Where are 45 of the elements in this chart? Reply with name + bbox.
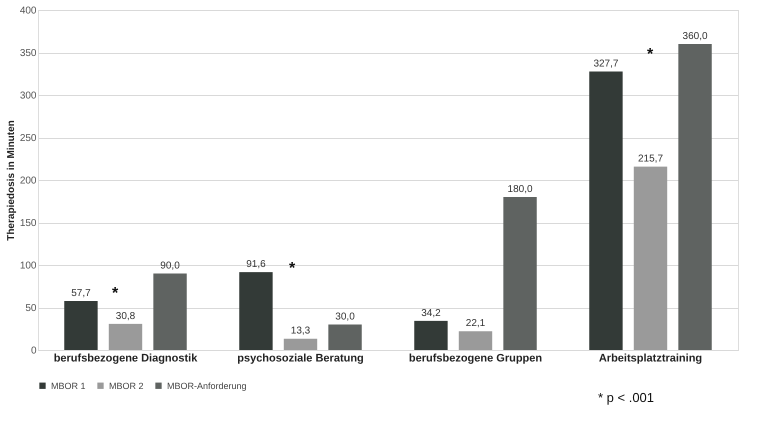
bar	[108, 324, 142, 350]
x-tick-label: berufsbezogene Diagnostik	[54, 352, 198, 364]
data-label: 30,8	[116, 310, 136, 322]
y-tick-label: 250	[20, 133, 37, 144]
y-tick-label: 100	[20, 260, 37, 272]
data-label: 30,0	[335, 312, 356, 322]
bar	[634, 166, 668, 350]
data-label: 215,7	[638, 154, 664, 165]
x-tick-label: psychosoziale Beratung	[237, 352, 364, 364]
bar	[328, 324, 362, 350]
bar	[239, 272, 273, 350]
legend-label: MBOR-Anforderung	[167, 380, 247, 391]
x-tick-label: berufsbezogene Gruppen	[408, 352, 542, 364]
y-tick-label: 200	[20, 176, 37, 186]
y-axis-title: Therapiedosis in Minuten	[6, 120, 17, 241]
legend-label: MBOR 1	[51, 380, 86, 391]
y-tick-label: 0	[30, 346, 37, 356]
data-label: 34,2	[421, 308, 442, 319]
data-label: 90,0	[160, 260, 180, 272]
bar	[64, 300, 98, 350]
bar	[678, 44, 712, 350]
bar	[458, 331, 492, 350]
annotation: *	[112, 285, 119, 302]
bar	[589, 71, 623, 350]
bar	[503, 197, 537, 350]
data-label: 22,1	[466, 318, 486, 330]
text: * p < .001	[598, 390, 654, 405]
y-tick-label: 150	[20, 218, 37, 229]
y-tick-label: 50	[25, 303, 37, 314]
data-label: 360,0	[682, 31, 708, 42]
legend-label: MBOR 2	[109, 380, 144, 391]
y-tick-label: 300	[20, 90, 37, 102]
annotation: *	[647, 46, 654, 63]
data-label: 57,7	[71, 288, 92, 299]
annotation: *	[289, 260, 296, 277]
x-tick-label: Arbeitsplatztraining	[598, 352, 702, 364]
data-label: 180,0	[508, 184, 533, 195]
bar	[153, 274, 187, 350]
data-label: 91,6	[246, 259, 266, 270]
bar	[414, 320, 448, 350]
y-tick-label: 400	[20, 6, 37, 16]
bar	[284, 338, 318, 350]
data-label: 13,3	[290, 326, 311, 337]
data-label: 327,7	[593, 58, 619, 70]
y-tick-label: 350	[20, 48, 37, 59]
